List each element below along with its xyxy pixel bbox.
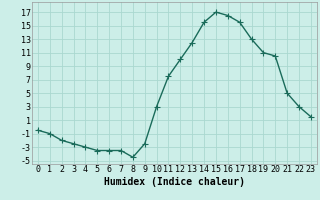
X-axis label: Humidex (Indice chaleur): Humidex (Indice chaleur) (104, 177, 245, 187)
